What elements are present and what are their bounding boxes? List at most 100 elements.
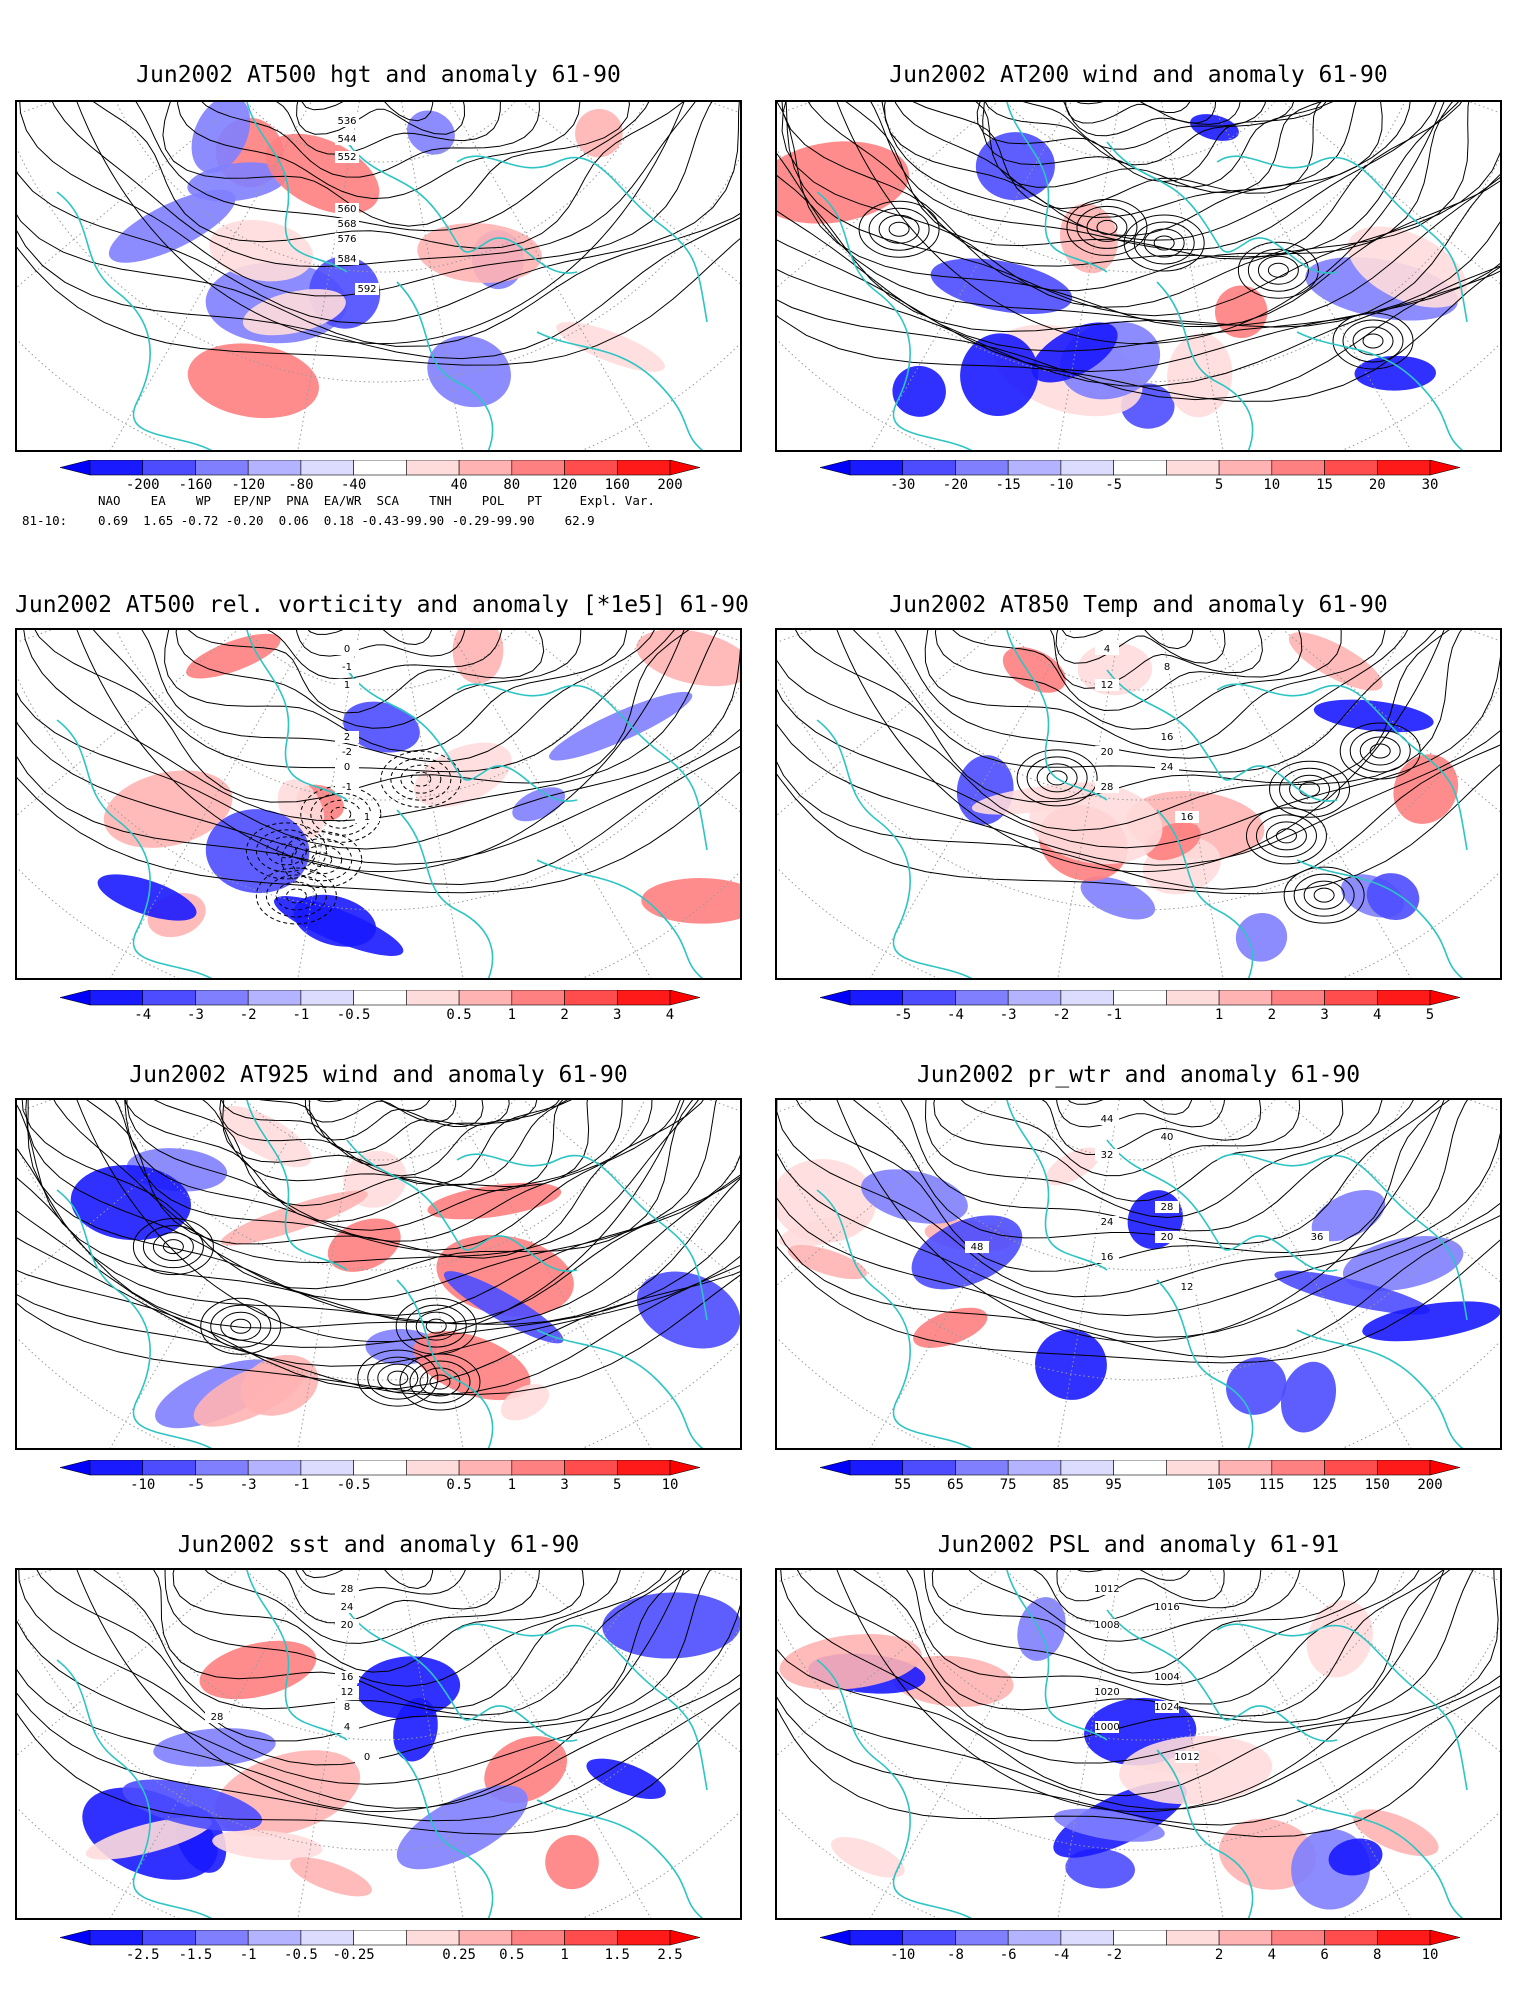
contour-label: 544 — [337, 134, 356, 145]
colorbar-segment — [1166, 1930, 1220, 1946]
colorbar-label: 3 — [613, 1007, 622, 1023]
anomaly-shading — [777, 114, 1467, 429]
contour-label-bg — [335, 731, 359, 743]
colorbar-segment — [616, 990, 671, 1006]
panel-title: Jun2002 AT200 wind and anomaly 61-90 — [889, 62, 1388, 88]
colorbar-label: -4 — [947, 1007, 964, 1023]
contour — [177, 102, 581, 200]
colorbar-label: -1 — [1105, 1007, 1123, 1023]
colorbar-label: 2 — [1214, 1947, 1224, 1963]
closed-contour — [220, 1311, 262, 1341]
streamline — [25, 1100, 717, 1301]
closed-contour — [1289, 774, 1331, 804]
coastline — [816, 191, 972, 450]
coastline — [1296, 331, 1464, 450]
closed-contour — [1362, 333, 1384, 349]
contour-label: 1020 — [1094, 1687, 1119, 1698]
map-edge — [836, 1570, 1445, 1813]
contour — [17, 1702, 740, 1835]
coastline — [246, 1570, 348, 1741]
streamline — [1076, 102, 1191, 113]
negative-anomaly — [1313, 699, 1434, 733]
coastlines — [816, 102, 1468, 450]
colorbar-segment — [247, 990, 302, 1006]
contour-lines — [777, 1570, 1500, 1838]
colorbar-label: 5 — [1214, 477, 1224, 493]
colorbar-arrow-low — [820, 460, 851, 476]
contour-label-bg — [1175, 811, 1199, 823]
contour-labels: 536 544 552 560 568 576 584 592 — [335, 115, 379, 295]
colorbar-segment — [300, 1930, 354, 1946]
panel-title: Jun2002 AT850 Temp and anomaly 61-90 — [889, 592, 1388, 618]
map-edge — [76, 1100, 685, 1343]
contour — [17, 102, 740, 324]
coastline — [1006, 1570, 1108, 1741]
coastline — [456, 683, 708, 851]
coastline — [1216, 155, 1468, 323]
colorbar-segment — [564, 1930, 618, 1946]
contour — [777, 1239, 1500, 1364]
panel-title: Jun2002 AT500 hgt and anomaly 61-90 — [136, 62, 621, 88]
streamline — [777, 173, 1500, 333]
streamline — [21, 1100, 694, 1290]
contour-label: 12 — [341, 1687, 354, 1698]
map-panel-hgt: 536 544 552 560 568 576 584 592 — [15, 100, 742, 452]
colorbar-label: 3 — [560, 1477, 569, 1493]
colorbar-segment — [142, 1930, 196, 1946]
contour-label-bg — [335, 1619, 359, 1631]
contour-label-bg — [1095, 781, 1119, 793]
colorbar-label: 0.5 — [499, 1947, 525, 1963]
colorbar-segment — [955, 1930, 1009, 1946]
coastline — [456, 155, 708, 323]
colorbar-segment — [955, 990, 1009, 1006]
streamline — [975, 102, 1322, 194]
contour-label-bg — [1095, 643, 1119, 655]
colorbar-label: 105 — [1206, 1477, 1232, 1493]
contour-label: 28 — [211, 1712, 224, 1723]
contour — [295, 630, 466, 657]
closed-contour — [409, 1360, 471, 1404]
colorbar-segment — [1324, 1930, 1378, 1946]
positive-anomaly — [1002, 647, 1066, 693]
colorbar-segment — [142, 990, 196, 1006]
contour — [17, 647, 740, 850]
positive-anomaly — [212, 1830, 323, 1861]
colorbar-segment — [1007, 1460, 1062, 1476]
coastline — [536, 859, 704, 978]
contour-label-bg — [335, 661, 359, 673]
map-plot: 44 40 32 28 24 20 16 12 48 36 — [777, 1100, 1500, 1448]
contour — [172, 1570, 585, 1673]
contour — [777, 1671, 1500, 1810]
contour-label-bg — [335, 781, 359, 793]
closed-contour — [1342, 319, 1404, 363]
closed-contour — [210, 1304, 272, 1348]
colorbar-label: -15 — [995, 477, 1021, 493]
contour — [952, 630, 1303, 712]
contour — [1049, 630, 1263, 689]
colorbar-segment — [353, 1930, 407, 1946]
index-header: NAO EA WP EP/NP PNA EA/WR SCA TNH POL PT… — [98, 493, 655, 508]
colorbar-label: -0.25 — [332, 1947, 375, 1963]
streamline — [27, 1100, 740, 1317]
contour-label-bg — [335, 746, 359, 758]
closed-contour — [1269, 760, 1351, 818]
closed-contour — [265, 836, 307, 866]
contour — [777, 1215, 1500, 1358]
colorbar-segment — [1113, 1930, 1167, 1946]
contour — [906, 1570, 1420, 1705]
negative-anomaly — [930, 258, 1073, 315]
contour — [92, 630, 675, 773]
closed-contour — [357, 1349, 439, 1407]
contour-label: 1016 — [1154, 1602, 1179, 1613]
coastlines — [56, 102, 708, 450]
streamline — [17, 1269, 740, 1390]
coastline — [396, 1749, 494, 1918]
colorbar-segment — [195, 990, 249, 1006]
contour-label-bg — [335, 151, 359, 163]
contour-label-bg — [335, 133, 359, 145]
contour-lines — [777, 102, 1500, 402]
contour — [852, 1100, 1441, 1245]
contour-label-bg — [355, 1751, 379, 1763]
contour — [266, 630, 503, 680]
streamline — [308, 1100, 484, 1141]
